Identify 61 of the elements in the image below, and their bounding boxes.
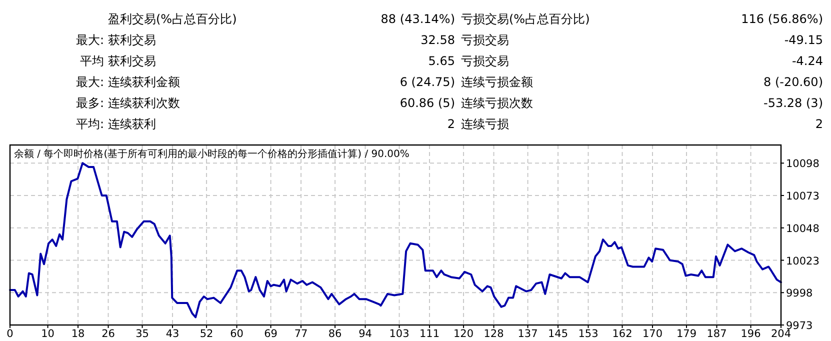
- x-tick-label: 137: [518, 328, 538, 340]
- text: 连续亏损: [461, 117, 509, 131]
- text: 5.65: [428, 54, 455, 68]
- text: 2: [447, 117, 455, 131]
- text: 88 (43.14%): [380, 12, 455, 26]
- x-tick-label: 10: [41, 328, 54, 340]
- text: 连续亏损次数: [461, 96, 533, 110]
- text: -4.24: [792, 54, 823, 68]
- y-tick-label: 10023: [786, 255, 820, 268]
- y-tick-label: 9998: [786, 288, 813, 300]
- x-tick-label: 145: [548, 328, 568, 340]
- x-tick-label: 162: [612, 328, 632, 340]
- text: 获利交易: [108, 54, 156, 68]
- x-tick-label: 153: [578, 328, 598, 340]
- x-tick-label: 60: [230, 328, 244, 340]
- x-tick-label: 187: [706, 328, 727, 340]
- x-tick-label: 128: [484, 328, 504, 340]
- text: 亏损交易: [461, 33, 509, 47]
- x-tick-label: 0: [6, 328, 14, 340]
- text: 连续获利金额: [108, 75, 180, 89]
- text: 最大:: [76, 33, 104, 47]
- text: 盈利交易(%占总百分比): [108, 12, 237, 26]
- y-tick-label: 10048: [786, 222, 820, 235]
- line-series: [9, 162, 782, 318]
- x-tick-label: 86: [328, 328, 342, 340]
- x-tick-label: 35: [136, 328, 149, 340]
- text: 8 (-20.60): [764, 75, 823, 89]
- x-tick-label: 52: [200, 328, 214, 340]
- text: 最大:: [76, 75, 104, 89]
- text: 平均:: [76, 117, 104, 131]
- x-tick-label: 170: [642, 328, 663, 340]
- text: 连续获利: [108, 117, 156, 131]
- x-tick-label: 69: [264, 328, 278, 340]
- x-tick-label: 196: [740, 328, 762, 340]
- text: 平均: [80, 54, 104, 68]
- text: -49.15: [784, 33, 823, 47]
- y-tick-label: 10073: [786, 190, 820, 203]
- text: 连续亏损金额: [461, 75, 533, 89]
- y-tick-label: 10098: [786, 158, 820, 170]
- text: 连续获利次数: [108, 96, 180, 110]
- x-tick-label: 43: [166, 328, 180, 340]
- text: 获利交易: [108, 33, 156, 47]
- x-tick-label: 26: [102, 328, 116, 340]
- x-tick-label: 77: [294, 328, 308, 340]
- x-tick-label: 103: [389, 328, 410, 340]
- text: 亏损交易: [461, 54, 509, 68]
- x-tick-label: 204: [770, 328, 792, 340]
- chart-title: 余额 / 每个即时价格(基于所有可利用的最小时段的每一个价格的分形插值计算) / 90.00%: [14, 148, 410, 160]
- text: 60.86 (5): [400, 96, 455, 110]
- x-tick-label: 111: [419, 328, 440, 340]
- text: 32.58: [420, 33, 455, 47]
- text: 最多:: [76, 96, 104, 110]
- text: 亏损交易(%占总百分比): [461, 12, 590, 26]
- text: 116 (56.86%): [741, 12, 823, 26]
- x-tick-label: 18: [71, 328, 85, 340]
- text: 2: [815, 117, 823, 131]
- text: -53.28 (3): [764, 96, 823, 110]
- x-tick-label: 179: [676, 328, 697, 340]
- text: 6 (24.75): [400, 75, 455, 89]
- x-tick-label: 94: [358, 328, 372, 340]
- x-tick-label: 120: [454, 328, 474, 340]
